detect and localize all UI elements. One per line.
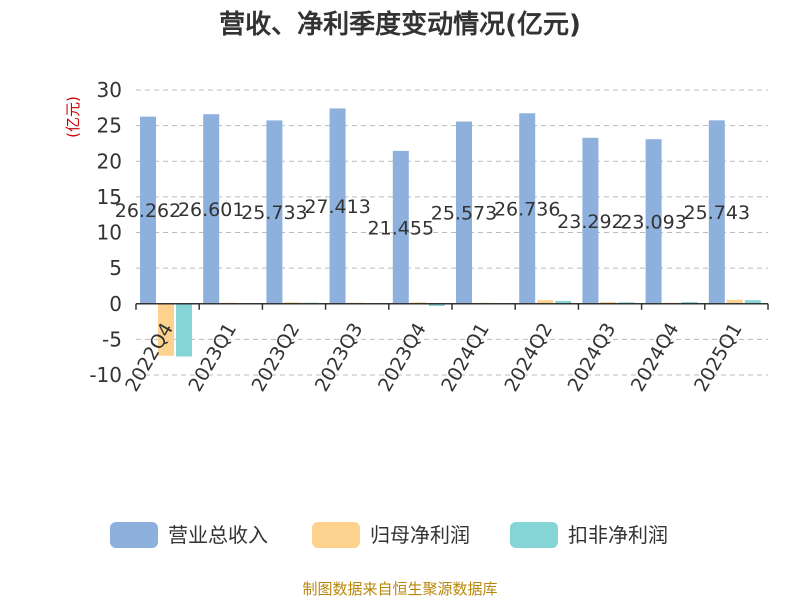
bar-value-label: 26.601 — [178, 199, 244, 221]
y-tick-label: -10 — [89, 363, 122, 387]
bar-营业总收入 — [708, 120, 725, 304]
legend[interactable]: 营业总收入 归母净利润 扣非净利润 — [110, 522, 668, 548]
source-footer: 制图数据来自恒生聚源数据库 — [302, 580, 498, 598]
bar-value-label: 23.292 — [557, 211, 623, 233]
legend-label[interactable]: 扣非净利润 — [568, 523, 668, 547]
bar-扣非净利润 — [176, 303, 192, 357]
x-tick-label: 2022Q4 — [121, 319, 178, 395]
bar-扣非净利润 — [428, 303, 445, 306]
x-tick-label: 2024Q3 — [564, 319, 621, 395]
bar-归母净利润 — [726, 299, 743, 304]
bar-value-label: 21.455 — [368, 217, 434, 239]
legend-swatch[interactable] — [110, 522, 158, 548]
bar-营业总收入 — [266, 120, 283, 304]
x-tick-label: 2023Q2 — [248, 319, 305, 395]
bar-value-label: 26.262 — [115, 200, 181, 222]
bar-扣非净利润 — [555, 300, 572, 304]
bar-value-label: 25.743 — [684, 202, 750, 224]
x-tick-label: 2024Q2 — [500, 319, 557, 395]
bars — [140, 108, 761, 357]
bar-归母净利润 — [600, 301, 617, 304]
x-tick-label: 2023Q3 — [311, 319, 368, 395]
x-tick-label: 2024Q4 — [627, 319, 684, 395]
y-axis-unit-label: (亿元) — [64, 96, 82, 138]
bar-value-label: 23.093 — [620, 211, 686, 233]
y-tick-label: 25 — [97, 114, 122, 138]
y-tick-label: 30 — [97, 78, 122, 102]
y-tick-label: 0 — [109, 292, 122, 316]
x-tick-label: 2023Q1 — [184, 319, 241, 395]
legend-swatch[interactable] — [312, 522, 360, 548]
y-tick-label: 15 — [97, 185, 122, 209]
x-tick-labels: 2022Q4 2023Q1 2023Q2 2023Q3 2023Q4 2024Q1 2024… — [121, 319, 747, 395]
x-tick-label: 2023Q4 — [374, 319, 431, 395]
bar-value-label: 25.573 — [431, 203, 497, 225]
bar-value-label: 27.413 — [304, 196, 370, 218]
x-tick-label: 2024Q1 — [437, 319, 494, 395]
y-tick-label: -5 — [102, 327, 122, 351]
bar-营业总收入 — [456, 121, 472, 304]
bar-营业总收入 — [645, 139, 662, 304]
bar-营业总收入 — [392, 150, 409, 304]
bar-营业总收入 — [140, 116, 156, 304]
y-tick-label: 5 — [109, 256, 122, 280]
bar-营业总收入 — [582, 137, 599, 304]
y-tick-labels: 30 25 20 15 10 5 0 -5 -10 — [89, 78, 122, 387]
data-labels: 26.26226.60125.73327.41321.45525.57326.7… — [115, 196, 750, 239]
bar-归母净利润 — [537, 300, 554, 304]
chart-title: 营收、净利季度变动情况(亿元) — [219, 9, 581, 40]
legend-label[interactable]: 营业总收入 — [168, 523, 268, 547]
bar-营业总收入 — [519, 113, 536, 304]
x-tick-label: 2025Q1 — [690, 319, 747, 395]
bar-扣非净利润 — [681, 301, 698, 304]
bar-value-label: 25.733 — [241, 202, 307, 224]
bar-value-label: 26.736 — [494, 199, 560, 221]
y-tick-label: 10 — [97, 221, 122, 245]
x-axis — [135, 303, 769, 310]
bar-归母净利润 — [158, 303, 174, 356]
bar-营业总收入 — [329, 108, 346, 304]
y-tick-label: 20 — [97, 149, 122, 173]
legend-label[interactable]: 归母净利润 — [370, 523, 470, 547]
legend-swatch[interactable] — [510, 522, 558, 548]
bar-扣非净利润 — [744, 300, 761, 304]
bar-营业总收入 — [203, 114, 220, 304]
